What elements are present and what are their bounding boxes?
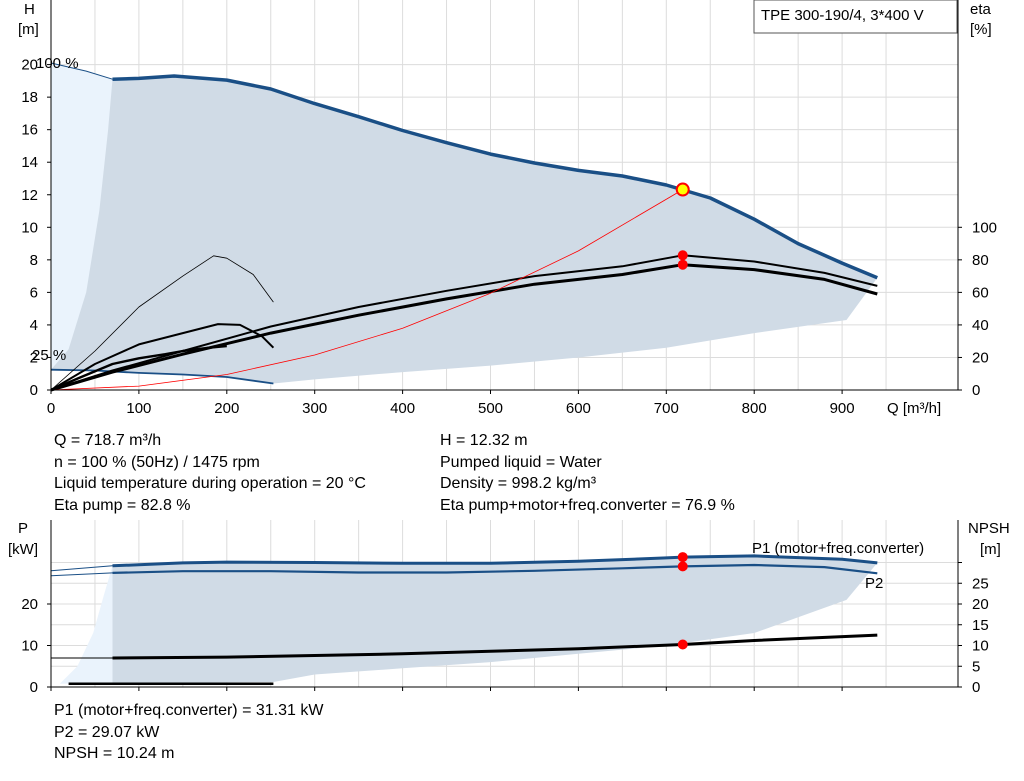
curve-extension-1 — [50, 572, 113, 577]
y-tick-label: 20 — [21, 57, 38, 74]
info-lower: P1 (motor+freq.converter) = 31.31 kW P2 … — [54, 700, 323, 765]
info-head: H = 12.32 m — [440, 432, 528, 449]
curve-4 — [50, 344, 227, 392]
operating-area — [112, 555, 878, 684]
y2-tick-label: 5 — [972, 658, 980, 675]
curve-extension-0 — [50, 565, 113, 572]
max-speed-curve-extension — [50, 62, 113, 80]
y2-axis-unit: [%] — [970, 21, 992, 38]
x-tick-label: 200 — [214, 400, 239, 417]
info-speed: n = 100 % (50Hz) / 1475 rpm — [54, 453, 260, 471]
curve-6 — [50, 255, 274, 391]
info-upper-left: Q = 718.7 m³/h n = 100 % (50Hz) / 1475 r… — [54, 430, 366, 516]
curve-1 — [50, 368, 274, 385]
x-tick-label: 900 — [830, 400, 855, 417]
curve-5 — [50, 323, 275, 391]
duty-marker — [677, 561, 688, 572]
x-tick-label: 600 — [566, 400, 591, 417]
y2-tick-label: 100 — [972, 219, 997, 236]
power-npsh-chart: 0 10 20 0 5 10 15 20 25 P [kW] NPSH [m] P1 (motor+fr… — [8, 520, 1010, 696]
duty-marker — [677, 639, 688, 650]
y2-tick-label: 20 — [972, 596, 989, 613]
y-tick-label: 10 — [21, 219, 38, 236]
extended-area — [59, 565, 113, 684]
info-p2: P2 = 29.07 kW — [54, 723, 160, 741]
x-tick-label: 700 — [654, 400, 679, 417]
info-eta-total: Eta pump+motor+freq.converter = 76.9 % — [440, 496, 735, 514]
y-tick-label: 2 — [30, 349, 38, 366]
y-tick-label: 6 — [30, 284, 38, 301]
info-upper-right: H = 12.32 m Pumped liquid = Water Densit… — [440, 430, 735, 516]
label-25-percent: 25 % — [32, 347, 66, 364]
info-p1: P1 (motor+freq.converter) = 31.31 kW — [54, 702, 324, 719]
y2-axis-unit: [m] — [980, 541, 1001, 558]
y-tick-label: 10 — [21, 638, 38, 655]
curve-2 — [112, 633, 878, 660]
series-label-p1: P1 (motor+freq.converter) — [752, 540, 924, 557]
y2-axis-title: NPSH — [968, 520, 1010, 537]
curve-0 — [112, 554, 878, 568]
pump-title-box — [753, 0, 958, 34]
y2-tick-label: 15 — [972, 617, 989, 634]
y-tick-label: 4 — [30, 317, 38, 334]
y-tick-label: 12 — [21, 187, 38, 204]
y2-tick-label: 0 — [972, 679, 980, 696]
curve-2 — [50, 263, 878, 392]
y2-axis-title: eta — [970, 1, 992, 18]
series-label-p2: P2 — [865, 575, 883, 592]
x-tick-label: 300 — [302, 400, 327, 417]
x-tick-label: 100 — [126, 400, 151, 417]
y-tick-label: 0 — [30, 679, 38, 696]
info-density: Density = 998.2 kg/m³ — [440, 475, 597, 492]
info-npsh: NPSH = 10.24 m — [54, 745, 175, 762]
y-axis-unit: [kW] — [8, 541, 38, 558]
y2-tick-label: 10 — [972, 638, 989, 655]
curve-1 — [112, 563, 878, 575]
label-100-percent: 100 % — [36, 55, 79, 72]
y2-tick-label: 40 — [972, 317, 989, 334]
x-tick-label: 400 — [390, 400, 415, 417]
y-axis-unit: [m] — [18, 21, 39, 38]
duty-marker — [677, 552, 688, 563]
x-tick-label: 0 — [47, 400, 55, 417]
info-flow: Q = 718.7 m³/h — [54, 432, 162, 449]
y-tick-label: 0 — [30, 382, 38, 399]
y-tick-label: 20 — [21, 596, 38, 613]
extended-area — [51, 63, 113, 370]
curve-0 — [112, 74, 878, 280]
operating-area — [51, 63, 878, 384]
y-axis-title: P — [18, 520, 28, 537]
y-tick-label: 14 — [21, 154, 38, 171]
y-tick-label: 16 — [21, 122, 38, 139]
x-axis-title: Q [m³/h] — [887, 400, 941, 417]
duty-point — [675, 182, 690, 197]
y-axis-title: H — [24, 1, 35, 18]
efficiency-marker — [677, 259, 688, 270]
y2-tick-label: 20 — [972, 349, 989, 366]
y2-tick-label: 80 — [972, 252, 989, 269]
x-tick-label: 800 — [742, 400, 767, 417]
y2-tick-label: 0 — [972, 382, 980, 399]
info-liquid: Pumped liquid = Water — [440, 453, 602, 471]
x-tick-label: 500 — [478, 400, 503, 417]
y2-tick-label: 25 — [972, 575, 989, 592]
y2-tick-label: 60 — [972, 284, 989, 301]
curve-7 — [50, 189, 683, 391]
info-eta-pump: Eta pump = 82.8 % — [54, 496, 191, 514]
pump-title: TPE 300-190/4, 3*400 V — [761, 7, 924, 24]
efficiency-marker — [677, 250, 688, 261]
info-temperature: Liquid temperature during operation = 20… — [54, 475, 366, 492]
y-tick-label: 18 — [21, 89, 38, 106]
y-tick-label: 8 — [30, 252, 38, 269]
